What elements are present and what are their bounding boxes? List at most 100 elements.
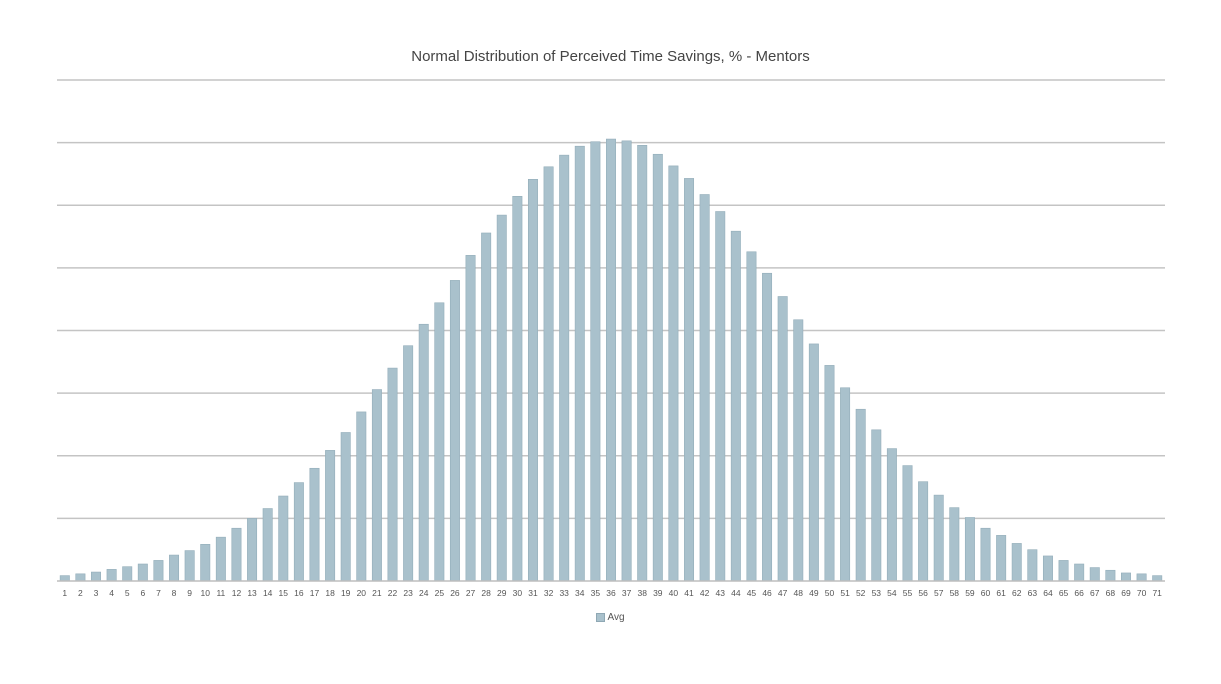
x-tick-label: 34 <box>575 588 585 598</box>
x-tick-label: 49 <box>809 588 819 598</box>
bar <box>574 145 585 582</box>
x-tick-label: 29 <box>497 588 507 598</box>
bar <box>933 494 944 582</box>
x-tick-label: 32 <box>544 588 554 598</box>
legend-label: Avg <box>607 612 625 623</box>
bar <box>122 566 133 582</box>
x-tick-label: 12 <box>232 588 242 598</box>
x-tick-label: 9 <box>187 588 192 598</box>
bar <box>1121 572 1131 582</box>
x-tick-label: 64 <box>1043 588 1053 598</box>
legend: Avg <box>0 612 1221 623</box>
bar <box>746 251 757 582</box>
x-tick-label: 40 <box>669 588 679 598</box>
x-tick-label: 23 <box>403 588 413 598</box>
x-tick-label: 52 <box>856 588 866 598</box>
bar <box>1058 560 1069 582</box>
x-tick-label: 21 <box>372 588 382 598</box>
x-tick-label: 42 <box>700 588 710 598</box>
bar <box>1136 573 1147 582</box>
x-tick-label: 55 <box>903 588 913 598</box>
x-tick-label: 44 <box>731 588 741 598</box>
bar <box>918 481 929 582</box>
bar <box>996 535 1007 582</box>
x-tick-label: 16 <box>294 588 304 598</box>
x-tick-label: 26 <box>450 588 460 598</box>
x-tick-label: 3 <box>94 588 99 598</box>
x-tick-label: 5 <box>125 588 130 598</box>
bar <box>512 196 523 582</box>
x-tick-label: 11 <box>216 588 225 598</box>
x-tick-label: 30 <box>513 588 523 598</box>
bar <box>840 387 851 582</box>
x-tick-label: 15 <box>279 588 289 598</box>
x-tick-label: 50 <box>825 588 835 598</box>
bar <box>902 465 913 582</box>
x-tick-label: 2 <box>78 588 83 598</box>
bar <box>949 507 960 582</box>
x-tick-label: 60 <box>981 588 991 598</box>
bar <box>153 560 164 582</box>
x-tick-label: 68 <box>1106 588 1116 598</box>
bar <box>886 448 897 582</box>
bar <box>606 138 616 582</box>
x-tick-label: 10 <box>201 588 211 598</box>
bar <box>106 569 117 582</box>
bar <box>215 536 226 582</box>
bar <box>1027 549 1038 582</box>
x-tick-labels: 1 2 3 4 5 6 7 8 9 10 11 12 13 14 15 16 17 18 19 20 21 22 23 24 2… <box>62 588 1162 598</box>
bar <box>91 571 101 582</box>
bar <box>481 232 492 582</box>
bar <box>543 166 554 582</box>
bar <box>855 408 866 582</box>
x-tick-label: 20 <box>357 588 367 598</box>
bar <box>59 575 70 582</box>
bar <box>293 482 304 582</box>
bar <box>169 554 180 582</box>
x-tick-label: 14 <box>263 588 273 598</box>
x-tick-label: 18 <box>325 588 335 598</box>
x-tick-label: 19 <box>341 588 351 598</box>
bar <box>356 411 367 582</box>
bars <box>59 138 1163 582</box>
x-tick-label: 63 <box>1028 588 1038 598</box>
x-tick-label: 71 <box>1152 588 1162 598</box>
x-tick-label: 33 <box>559 588 569 598</box>
bar <box>387 367 398 582</box>
x-tick-label: 53 <box>872 588 882 598</box>
x-tick-label: 70 <box>1137 588 1147 598</box>
x-tick-label: 38 <box>637 588 647 598</box>
x-tick-label: 17 <box>310 588 320 598</box>
bar <box>325 450 336 582</box>
x-tick-label: 47 <box>778 588 788 598</box>
bar <box>340 432 351 582</box>
x-tick-label: 22 <box>388 588 398 598</box>
bar <box>637 145 648 582</box>
bar <box>465 255 476 582</box>
bar <box>730 230 741 582</box>
bar <box>418 323 429 582</box>
bar <box>762 272 773 582</box>
bar <box>262 508 273 582</box>
x-tick-label: 31 <box>528 588 538 598</box>
x-tick-label: 56 <box>918 588 928 598</box>
x-tick-label: 58 <box>950 588 960 598</box>
x-tick-label: 59 <box>965 588 975 598</box>
x-tick-label: 1 <box>62 588 67 598</box>
bar <box>715 211 726 582</box>
x-tick-label: 27 <box>466 588 476 598</box>
bar <box>1042 555 1053 582</box>
bar <box>278 495 289 582</box>
x-tick-label: 28 <box>481 588 491 598</box>
x-tick-label: 25 <box>435 588 445 598</box>
x-tick-label: 43 <box>716 588 726 598</box>
bar <box>668 165 679 582</box>
bar <box>1105 569 1116 582</box>
bar <box>980 527 991 582</box>
bar <box>699 194 710 582</box>
bar <box>559 154 570 582</box>
bar <box>964 517 975 582</box>
x-tick-label: 62 <box>1012 588 1022 598</box>
legend-swatch <box>596 613 606 622</box>
